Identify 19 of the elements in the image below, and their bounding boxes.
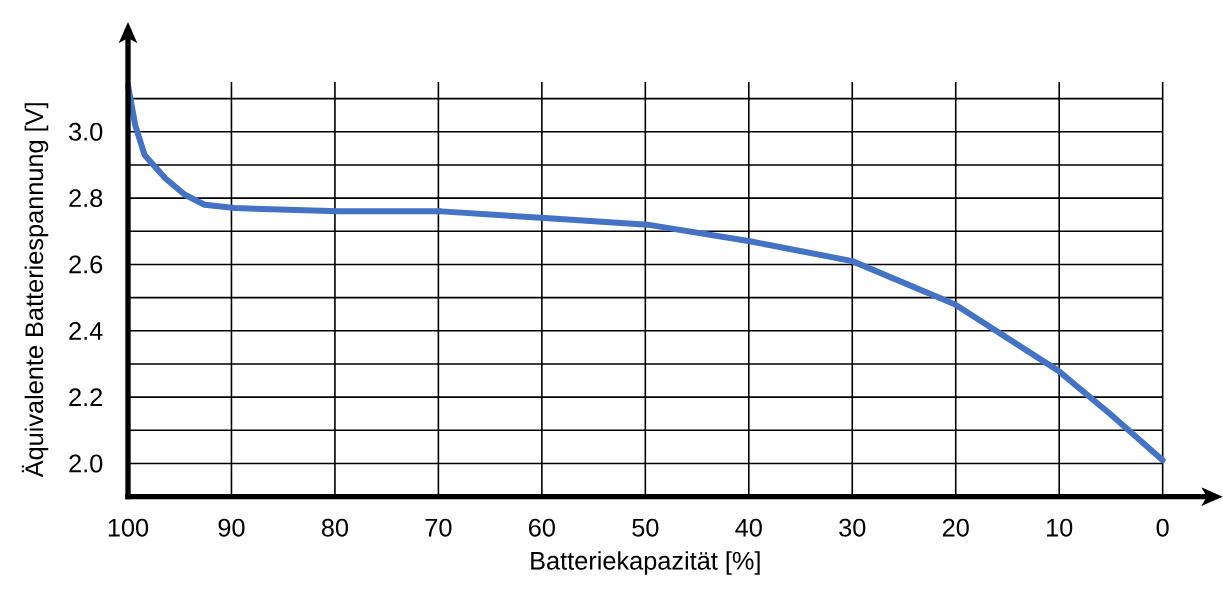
x-tick-label: 0 bbox=[1156, 518, 1169, 537]
y-axis-title: Äquivalente Batteriespannung [V] bbox=[21, 103, 49, 478]
x-tick-label: 30 bbox=[839, 518, 866, 537]
y-tick-label: 2.0 bbox=[69, 454, 103, 473]
x-tick-label: 90 bbox=[218, 518, 245, 537]
y-tick-label: 3.0 bbox=[69, 122, 103, 141]
x-tick-label: 70 bbox=[425, 518, 452, 537]
x-tick-label: 80 bbox=[321, 518, 349, 537]
x-tick-label: 100 bbox=[108, 518, 149, 537]
y-tick-label: 2.6 bbox=[69, 255, 103, 274]
y-tick-label: 2.4 bbox=[69, 321, 103, 340]
x-tick-label: 60 bbox=[529, 518, 555, 537]
x-axis-title: Batteriekapazität [%] bbox=[531, 551, 760, 575]
y-tick-label: 2.2 bbox=[69, 388, 103, 406]
x-tick-label: 10 bbox=[1047, 518, 1073, 537]
x-tick-label: 50 bbox=[632, 518, 659, 537]
y-tick-label: 2.8 bbox=[69, 189, 103, 208]
x-tick-label: 40 bbox=[735, 518, 762, 537]
x-tick-label: 20 bbox=[942, 518, 969, 537]
